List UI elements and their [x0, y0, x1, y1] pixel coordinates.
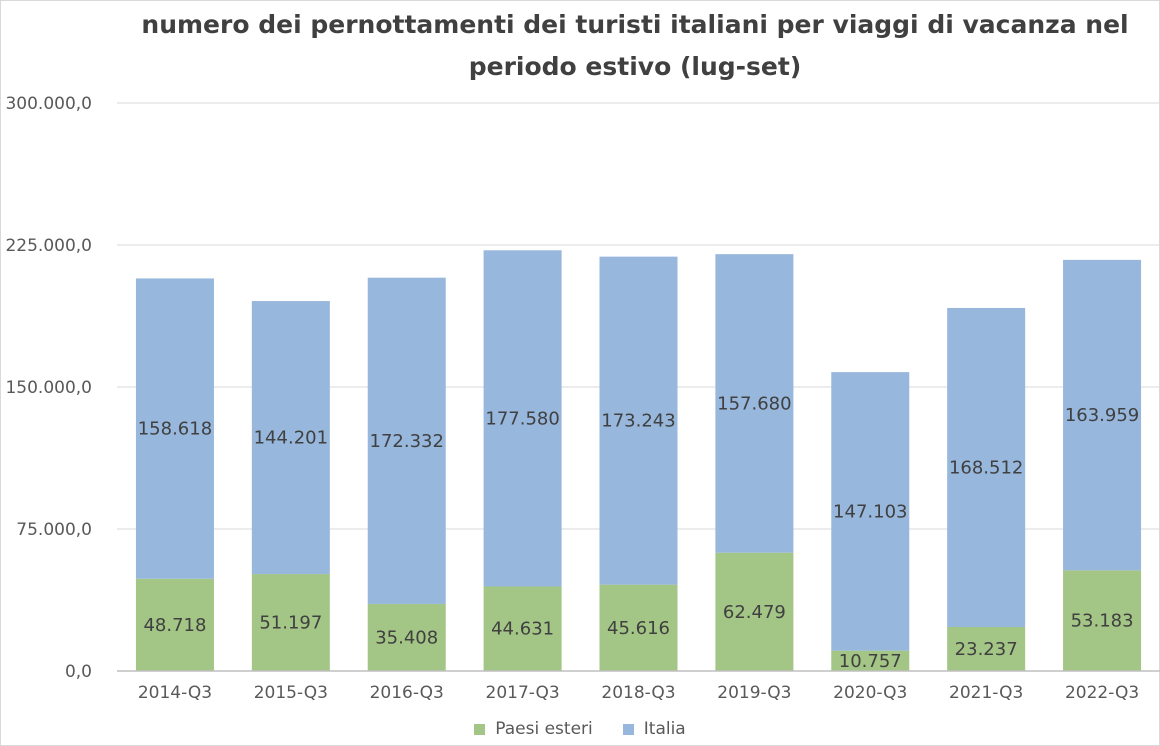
bar-italia [947, 307, 1026, 628]
legend-item: Italia [622, 719, 686, 739]
data-label: 35.408 [375, 627, 438, 648]
x-tick-label: 2018-Q3 [601, 683, 675, 703]
data-label: 48.718 [143, 615, 206, 636]
x-tick-label: 2022-Q3 [1065, 683, 1139, 703]
data-label: 23.237 [955, 639, 1018, 660]
data-label: 44.631 [491, 619, 554, 640]
bar-paesi-esteri [831, 650, 910, 671]
x-tick-label: 2020-Q3 [833, 683, 907, 703]
bar-italia [831, 372, 910, 651]
x-tick-label: 2016-Q3 [370, 683, 444, 703]
data-label: 51.197 [259, 613, 322, 634]
bar-paesi-esteri [251, 574, 330, 671]
data-label: 158.618 [138, 419, 212, 440]
bar-paesi-esteri [599, 584, 678, 671]
data-label: 144.201 [254, 428, 328, 449]
bar-paesi-esteri [715, 552, 794, 671]
bar-paesi-esteri [1063, 570, 1142, 671]
x-tick-label: 2014-Q3 [138, 683, 212, 703]
data-label: 163.959 [1065, 405, 1139, 426]
bar-paesi-esteri [483, 586, 562, 671]
y-tick-label: 0,0 [65, 662, 92, 682]
bar-italia [483, 250, 562, 587]
data-label: 173.243 [601, 411, 675, 432]
data-label: 157.680 [717, 393, 791, 414]
legend-label: Italia [643, 719, 686, 739]
x-tick-label: 2015-Q3 [254, 683, 328, 703]
data-label: 168.512 [949, 457, 1023, 478]
y-tick-label: 75.000,0 [16, 520, 92, 540]
y-tick-label: 150.000,0 [5, 378, 92, 398]
chart-title: numero dei pernottamenti dei turisti ita… [141, 10, 1129, 81]
y-tick-label: 225.000,0 [5, 236, 92, 256]
bar-paesi-esteri [947, 627, 1026, 671]
x-tick-label: 2017-Q3 [486, 683, 560, 703]
legend-swatch [474, 723, 486, 735]
x-tick-label: 2019-Q3 [717, 683, 791, 703]
bar-italia [599, 256, 678, 585]
data-label: 10.757 [839, 651, 902, 672]
bar-italia [715, 254, 794, 553]
bar-italia [135, 278, 214, 579]
legend-item: Paesi esteri [474, 719, 593, 739]
data-label: 45.616 [607, 618, 670, 639]
bar-italia [367, 277, 446, 604]
x-tick-label: 2021-Q3 [949, 683, 1023, 703]
bar-paesi-esteri [367, 603, 446, 671]
data-label: 53.183 [1071, 611, 1134, 632]
legend-swatch [622, 723, 634, 735]
data-label: 177.580 [485, 408, 559, 429]
bar-italia [251, 301, 330, 575]
y-tick-label: 300.000,0 [5, 94, 92, 114]
data-label: 147.103 [833, 501, 907, 522]
data-label: 62.479 [723, 602, 786, 623]
legend: Paesi esteri Italia [0, 719, 1160, 739]
bar-italia [1063, 259, 1142, 571]
bar-paesi-esteri [135, 578, 214, 671]
data-label: 172.332 [370, 431, 444, 452]
legend-label: Paesi esteri [495, 719, 593, 739]
